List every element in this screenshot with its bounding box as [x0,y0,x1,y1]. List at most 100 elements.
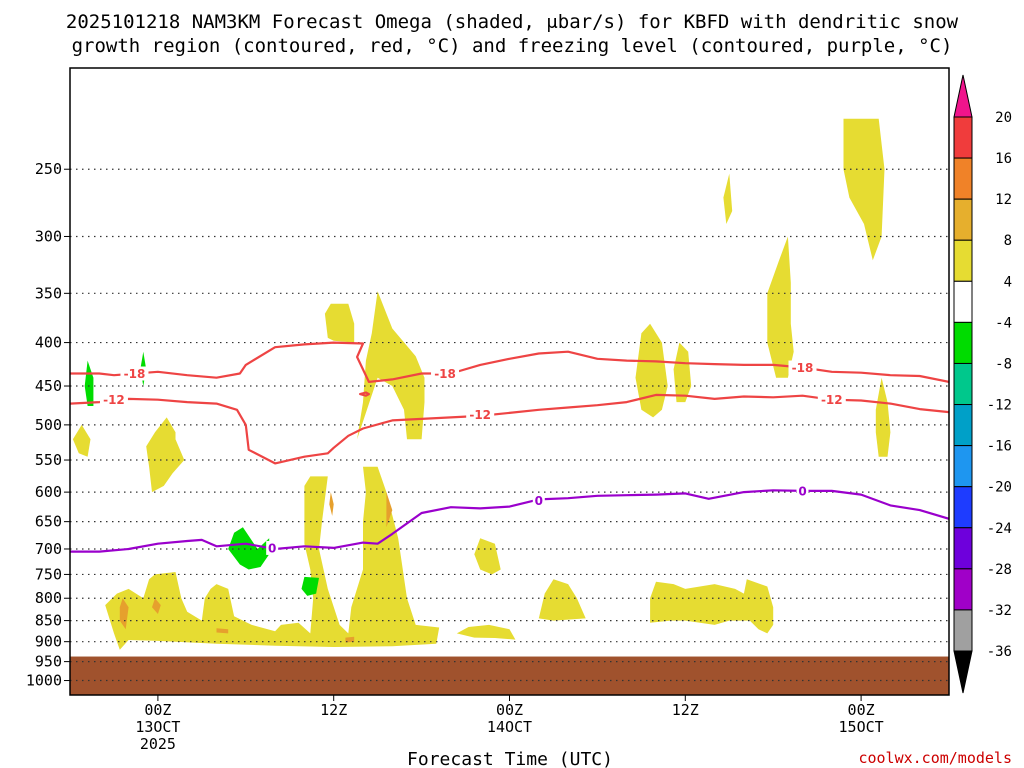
colorbar-label-10: -24 [987,521,1012,537]
colorbar-band-0 [953,116,973,159]
colorbar-band-6 [953,362,973,406]
contour-label-bg-freezing-1 [532,493,545,508]
colorbar: 20 16 12 8 4 -4 -8 -12 -16 -20 -24 -28 -32 -36 [953,74,1012,694]
contour-label-bg-minus18-0 [120,366,149,381]
contour-freezing [70,489,949,553]
y-tick-label-500: 500 [35,416,62,434]
left-yellow-cell [146,417,185,493]
orange-1 [119,598,129,630]
contour-oval [359,391,370,397]
contour-label-freezing-2: 0 [798,484,806,498]
y-tick-label-650: 650 [35,513,62,531]
contour-label-bg-freezing-2 [796,483,809,498]
colorbar-band-12 [953,609,973,652]
contour-label-bg-minus12-0 [99,392,128,407]
y-tick-label-1000: 1000 [26,672,62,690]
colorbar-band-10 [953,527,973,570]
colorbar-label-1: 16 [995,151,1012,167]
orange-4 [329,492,334,516]
y-tick-label-800: 800 [35,589,62,607]
contour-label-minus12-2: -12 [821,393,843,407]
y-axis-ticks: 250 300 350 400 450 500 550 600 650 700 750 800 850 9… [26,160,70,690]
upper-right-thin [723,173,733,224]
y-tick-label-950: 950 [35,653,62,671]
colorbar-label-7: -12 [987,398,1012,414]
contour-label-bg-freezing-0 [266,540,279,555]
green-mid-2 [301,576,319,596]
contour-label-bg-minus12-1 [466,407,495,422]
colorbar-label-12: -32 [987,603,1012,619]
y-tick-label-850: 850 [35,612,62,630]
contour-minus18 [70,341,949,383]
lower-mid-cluster [538,579,586,621]
lower-mid-wedge [456,624,516,640]
orange-6 [345,636,355,643]
plot-area: -18 -18 -18 -12 -12 -12 0 0 0 [70,118,949,695]
contour-label-minus18-2: -18 [792,361,814,375]
colorbar-label-2: 12 [995,192,1012,208]
y-tick-label-250: 250 [35,160,62,178]
right-tower [767,236,794,378]
right-column [843,118,885,261]
lower-mid-cluster-2 [474,538,501,575]
colorbar-band-1 [953,157,973,200]
contour-label-bg-minus18-1 [431,366,460,381]
colorbar-label-8: -16 [987,439,1012,455]
credit-text: coolwx.com/models [858,749,1012,767]
plot-frame [69,67,950,696]
colorbar-label-4: 4 [1004,274,1012,290]
colorbar-bottom-arrow [953,650,973,694]
y-tick-label-750: 750 [35,565,62,583]
colorbar-label-6: -8 [995,356,1012,372]
colorbar-band-4 [953,280,973,323]
x-tick-label-4: 00Z [848,701,875,719]
upper-yellow-small [324,303,355,343]
y-tick-label-900: 900 [35,633,62,651]
y-tick-label-350: 350 [35,284,62,302]
y-tick-label-550: 550 [35,451,62,469]
contour-label-freezing-1: 0 [535,494,543,508]
contour-label-minus12-0: -12 [103,393,125,407]
pressure-gridlines [70,168,949,682]
y-tick-label-300: 300 [35,227,62,245]
colorbar-band-11 [953,568,973,611]
x-tick-date-2: 14OCT [487,718,532,736]
x-tick-label-3: 12Z [672,701,699,719]
colorbar-band-5 [953,321,973,364]
right-small [875,377,891,457]
contour-label-bg-minus12-2 [817,392,846,407]
colorbar-band-8 [953,445,973,488]
orange-5 [386,492,393,528]
y-tick-label-400: 400 [35,334,62,352]
green-left [84,360,94,406]
lower-right-cluster [650,579,774,634]
contours: -18 -18 -18 -12 -12 -12 0 0 0 [70,341,949,682]
x-tick-date-0: 13OCT [135,718,180,736]
contour-minus12 [70,393,949,465]
contour-label-bg-minus18-2 [788,360,817,375]
x-tick-label-0: 00Z [144,701,171,719]
colorbar-label-11: -28 [987,562,1012,578]
x-axis-label: Forecast Time (UTC) [407,749,613,768]
ground-terrain [70,656,949,695]
colorbar-band-9 [953,486,973,529]
colorbar-band-3 [953,239,973,282]
chart-title-line1: 2025101218 NAM3KM Forecast Omega (shaded… [66,11,959,33]
contour-label-minus18-1: -18 [434,367,456,381]
y-tick-label-600: 600 [35,483,62,501]
green-mid [228,527,270,570]
orange-2 [152,598,161,614]
orange-3 [216,628,229,634]
left-edge-cell [72,424,91,457]
x-tick-label-2: 00Z [496,701,523,719]
colorbar-band-7 [953,404,973,447]
colorbar-band-2 [953,198,973,241]
colorbar-top-arrow [953,74,973,118]
mid-pair-cells [635,323,668,418]
y-tick-label-700: 700 [35,540,62,558]
upper-yellow-mid [357,291,425,440]
y-tick-label-450: 450 [35,377,62,395]
x-tick-date-4: 15OCT [839,718,884,736]
